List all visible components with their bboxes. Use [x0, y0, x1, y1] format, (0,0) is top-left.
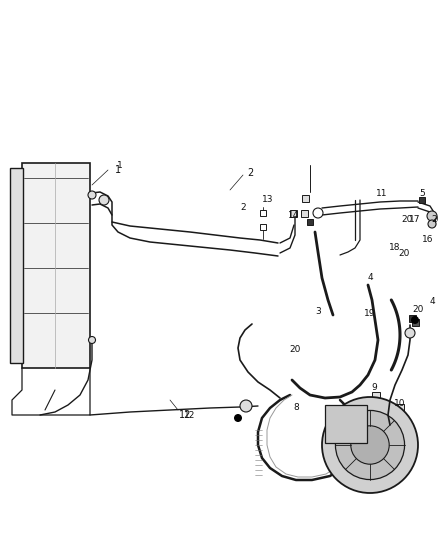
Bar [260, 210, 266, 216]
Circle shape [234, 414, 242, 422]
Bar [290, 209, 297, 216]
Text: 16: 16 [422, 236, 434, 245]
Bar [409, 314, 416, 321]
Text: 20: 20 [401, 215, 413, 224]
Text: 12: 12 [184, 410, 196, 419]
Bar [10, 168, 23, 363]
Text: 18: 18 [389, 244, 401, 253]
Text: 8: 8 [293, 403, 299, 413]
Circle shape [427, 211, 437, 221]
Bar [325, 405, 367, 443]
Text: 1: 1 [115, 165, 121, 175]
Bar [307, 219, 313, 225]
Circle shape [313, 208, 323, 218]
Bar [411, 319, 418, 326]
Text: 11: 11 [376, 189, 388, 198]
Circle shape [322, 397, 418, 493]
Bar [388, 404, 404, 411]
Bar [419, 197, 425, 203]
Text: 5: 5 [419, 190, 425, 198]
Text: 20: 20 [290, 345, 301, 354]
Circle shape [88, 191, 96, 199]
Bar [372, 392, 380, 408]
Circle shape [99, 195, 109, 205]
Bar [301, 195, 308, 201]
Bar [22, 163, 90, 368]
Bar [260, 224, 266, 230]
Text: 20: 20 [398, 249, 410, 259]
Circle shape [411, 316, 419, 324]
Circle shape [428, 220, 436, 228]
Text: 14: 14 [288, 211, 300, 220]
Text: 9: 9 [371, 384, 377, 392]
Text: 10: 10 [394, 400, 406, 408]
Text: 3: 3 [315, 308, 321, 317]
Text: 20: 20 [431, 215, 438, 224]
Text: 13: 13 [262, 196, 274, 205]
Text: 1: 1 [117, 160, 123, 169]
Text: 19: 19 [364, 309, 376, 318]
Circle shape [336, 410, 405, 480]
Text: 4: 4 [429, 297, 435, 306]
Circle shape [351, 426, 389, 464]
Text: 17: 17 [409, 215, 421, 224]
Text: 20: 20 [412, 305, 424, 314]
Circle shape [240, 400, 252, 412]
Bar [300, 209, 307, 216]
Circle shape [405, 328, 415, 338]
Text: 12: 12 [179, 410, 191, 420]
Text: 4: 4 [367, 272, 373, 281]
Circle shape [88, 336, 95, 343]
Text: 2: 2 [247, 168, 253, 178]
Text: 2: 2 [240, 204, 246, 213]
